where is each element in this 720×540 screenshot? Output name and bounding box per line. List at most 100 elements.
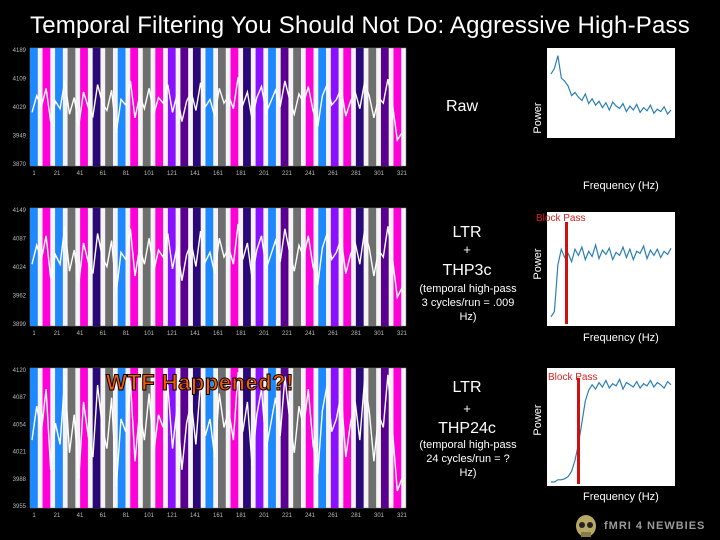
x-tick-label: 81 xyxy=(123,513,130,519)
x-tick-label: 181 xyxy=(236,513,247,519)
panel-filter-description: (temporal high-pass 3 cycles/run = .009 … xyxy=(419,283,517,323)
x-tick-label: 141 xyxy=(190,331,201,337)
condition-block xyxy=(155,48,164,166)
x-tick-label: 221 xyxy=(282,171,293,177)
condition-block xyxy=(142,208,151,326)
y-tick-label: 3962 xyxy=(13,294,27,300)
condition-block xyxy=(380,208,389,326)
condition-block xyxy=(280,208,289,326)
power-axis-label: Power xyxy=(532,404,544,436)
logo-text: fMRI 4 NEWBIES xyxy=(604,520,706,532)
panel-plus-label: + xyxy=(463,401,471,416)
panel-filter-description: (temporal high-pass 24 cycles/run = ? Hz… xyxy=(419,439,517,479)
condition-block xyxy=(192,208,201,326)
x-tick-label: 121 xyxy=(167,171,178,177)
condition-block xyxy=(117,48,126,166)
x-tick-label: 21 xyxy=(54,331,61,337)
x-tick-label: 141 xyxy=(190,513,201,519)
x-tick-label: 221 xyxy=(282,331,293,337)
condition-block xyxy=(230,368,239,508)
condition-block xyxy=(318,48,327,166)
condition-block xyxy=(218,208,226,326)
x-tick-label: 281 xyxy=(351,171,362,177)
y-tick-label: 4029 xyxy=(13,105,27,111)
condition-block xyxy=(142,368,151,508)
condition-block xyxy=(293,48,301,166)
y-tick-label: 4189 xyxy=(13,48,27,54)
panel-ltr-label: LTR xyxy=(452,224,482,241)
x-tick-label: 61 xyxy=(100,171,107,177)
x-tick-label: 161 xyxy=(213,331,224,337)
condition-block xyxy=(268,368,276,508)
x-tick-label: 41 xyxy=(77,513,84,519)
condition-block xyxy=(30,368,38,508)
power-axis-label: Power xyxy=(532,102,544,134)
condition-block xyxy=(343,368,352,508)
x-tick-label: 101 xyxy=(144,331,155,337)
panel-filter-label: THP24c xyxy=(438,420,496,437)
timecourse-line xyxy=(31,372,403,492)
panel-plus-label: + xyxy=(463,242,471,257)
x-tick-label: 301 xyxy=(374,513,385,519)
condition-block xyxy=(293,208,301,326)
x-tick-label: 61 xyxy=(100,331,107,337)
condition-block xyxy=(92,208,101,326)
condition-block xyxy=(393,48,402,166)
timecourse-line xyxy=(31,77,403,143)
x-tick-label: 221 xyxy=(282,513,293,519)
condition-block xyxy=(243,48,251,166)
x-tick-label: 281 xyxy=(351,513,362,519)
x-tick-label: 1 xyxy=(32,513,36,519)
y-tick-label: 4054 xyxy=(13,422,27,428)
condition-block xyxy=(318,208,327,326)
condition-block xyxy=(293,368,301,508)
block-pass-label: Block Pass xyxy=(536,213,586,224)
condition-block xyxy=(318,368,327,508)
x-tick-label: 321 xyxy=(397,331,408,337)
x-tick-label: 241 xyxy=(305,331,316,337)
condition-block xyxy=(330,368,339,508)
spectrum-line xyxy=(551,377,672,483)
x-tick-label: 241 xyxy=(305,171,316,177)
condition-block xyxy=(305,368,314,508)
frequency-axis-label: Frequency (Hz) xyxy=(583,332,659,344)
condition-block xyxy=(205,208,214,326)
y-tick-label: 3870 xyxy=(13,162,27,168)
spectrum-plot-frame xyxy=(547,212,675,326)
x-tick-label: 201 xyxy=(259,331,270,337)
y-tick-label: 4149 xyxy=(13,208,27,214)
condition-block xyxy=(255,368,264,508)
condition-block xyxy=(243,208,251,326)
condition-block xyxy=(230,48,239,166)
condition-block xyxy=(92,368,101,508)
x-tick-label: 21 xyxy=(54,513,61,519)
x-tick-label: 61 xyxy=(100,513,107,519)
condition-block xyxy=(268,208,276,326)
condition-block xyxy=(205,48,214,166)
y-tick-label: 4120 xyxy=(13,368,27,374)
cutoff-line xyxy=(565,222,568,324)
x-tick-label: 181 xyxy=(236,171,247,177)
condition-block xyxy=(117,368,126,508)
condition-block xyxy=(80,208,88,326)
condition-block xyxy=(155,208,164,326)
x-tick-label: 161 xyxy=(213,513,224,519)
x-tick-label: 241 xyxy=(305,513,316,519)
x-tick-label: 21 xyxy=(54,171,61,177)
frequency-axis-label: Frequency (Hz) xyxy=(583,180,659,192)
spectrum-line xyxy=(550,242,672,318)
x-tick-label: 121 xyxy=(167,331,178,337)
x-tick-label: 321 xyxy=(397,513,408,519)
x-tick-label: 101 xyxy=(144,171,155,177)
condition-block xyxy=(305,48,314,166)
condition-block xyxy=(343,48,352,166)
condition-block xyxy=(205,368,214,508)
x-tick-label: 81 xyxy=(123,331,130,337)
condition-block xyxy=(80,48,88,166)
condition-block xyxy=(393,368,402,508)
y-tick-label: 4087 xyxy=(13,237,27,243)
x-tick-label: 261 xyxy=(328,331,339,337)
condition-block xyxy=(380,48,389,166)
condition-block xyxy=(380,368,389,508)
